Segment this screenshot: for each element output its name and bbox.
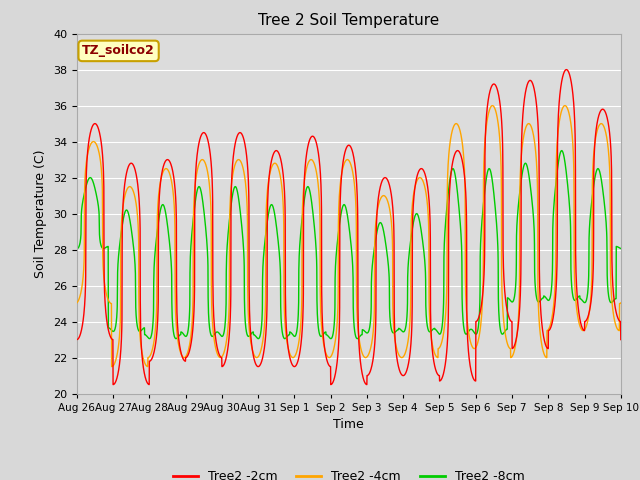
Tree2 -2cm: [109, 382, 117, 387]
X-axis label: Time: Time: [333, 418, 364, 431]
Tree2 -8cm: [135, 328, 143, 334]
Tree2 -8cm: [305, 186, 313, 192]
Line: Tree2 -8cm: Tree2 -8cm: [77, 151, 621, 338]
Tree2 -2cm: [607, 140, 614, 145]
Tree2 -2cm: [168, 163, 175, 168]
Line: Tree2 -4cm: Tree2 -4cm: [77, 106, 621, 367]
Tree2 -4cm: [108, 364, 115, 370]
Tree2 -4cm: [73, 300, 81, 306]
Tree2 -8cm: [168, 262, 175, 268]
Tree2 -2cm: [73, 336, 81, 342]
Line: Tree2 -2cm: Tree2 -2cm: [77, 70, 621, 384]
Tree2 -8cm: [548, 283, 556, 289]
Tree2 -2cm: [548, 322, 556, 327]
Tree2 -8cm: [607, 300, 614, 305]
Text: TZ_soilco2: TZ_soilco2: [82, 44, 155, 58]
Title: Tree 2 Soil Temperature: Tree 2 Soil Temperature: [258, 13, 440, 28]
Tree2 -2cm: [563, 67, 570, 72]
Tree2 -2cm: [135, 196, 143, 202]
Tree2 -4cm: [561, 103, 569, 108]
Tree2 -4cm: [135, 311, 143, 317]
Tree2 -4cm: [305, 158, 313, 164]
Tree2 -2cm: [282, 305, 289, 311]
Y-axis label: Soil Temperature (C): Soil Temperature (C): [35, 149, 47, 278]
Tree2 -8cm: [146, 336, 154, 341]
Tree2 -4cm: [617, 300, 625, 306]
Tree2 -8cm: [617, 246, 625, 252]
Tree2 -2cm: [617, 336, 625, 342]
Tree2 -4cm: [607, 265, 614, 271]
Tree2 -8cm: [73, 246, 81, 252]
Tree2 -4cm: [168, 177, 175, 183]
Tree2 -4cm: [282, 328, 289, 334]
Tree2 -2cm: [305, 138, 313, 144]
Tree2 -8cm: [558, 148, 566, 154]
Legend: Tree2 -2cm, Tree2 -4cm, Tree2 -8cm: Tree2 -2cm, Tree2 -4cm, Tree2 -8cm: [168, 465, 529, 480]
Tree2 -4cm: [548, 316, 556, 322]
Tree2 -8cm: [282, 336, 289, 341]
